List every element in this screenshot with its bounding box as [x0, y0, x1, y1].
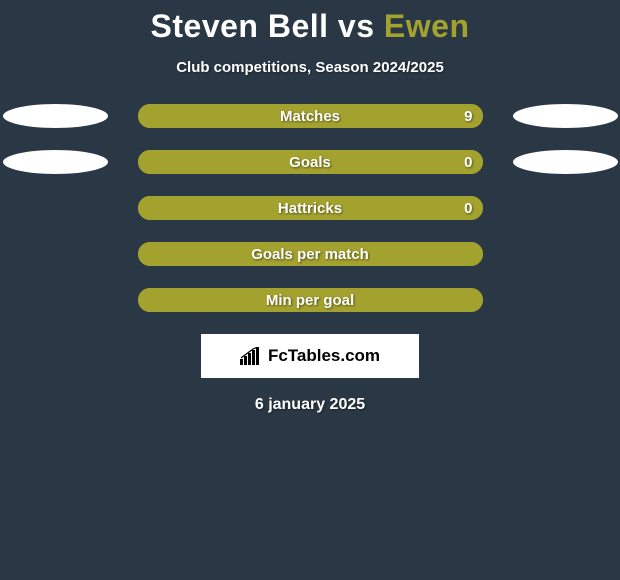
stat-bar: Min per goal — [138, 288, 483, 312]
left-ellipse — [3, 104, 108, 128]
title-player2: Ewen — [384, 8, 470, 44]
stat-bar-fill — [138, 242, 483, 266]
stat-row: Goals0 — [0, 150, 620, 174]
stat-bar: Matches9 — [138, 104, 483, 128]
left-ellipse — [3, 150, 108, 174]
stat-row: Hattricks0 — [0, 196, 620, 220]
stat-bar-fill — [138, 104, 483, 128]
stat-bar: Goals0 — [138, 150, 483, 174]
stat-row: Goals per match — [0, 242, 620, 266]
brand-box: FcTables.com — [201, 334, 419, 378]
stat-bar-fill — [138, 150, 483, 174]
stat-bar: Hattricks0 — [138, 196, 483, 220]
stat-bar: Goals per match — [138, 242, 483, 266]
title-player1: Steven Bell — [151, 8, 329, 44]
right-ellipse — [513, 150, 618, 174]
stat-bar-fill — [138, 196, 483, 220]
right-ellipse — [513, 104, 618, 128]
title-vs: vs — [338, 8, 375, 44]
date-text: 6 january 2025 — [0, 396, 620, 414]
comparison-infographic: Steven Bell vs Ewen Club competitions, S… — [0, 0, 620, 414]
bars-icon — [240, 347, 262, 365]
page-title: Steven Bell vs Ewen — [0, 8, 620, 45]
stat-row: Matches9 — [0, 104, 620, 128]
stat-rows: Matches9 Goals0 Hattricks0 Goals per match M… — [0, 104, 620, 312]
subtitle: Club competitions, Season 2024/2025 — [0, 59, 620, 76]
stat-bar-fill — [138, 288, 483, 312]
stat-row: Min per goal — [0, 288, 620, 312]
brand-text: FcTables.com — [268, 346, 380, 366]
